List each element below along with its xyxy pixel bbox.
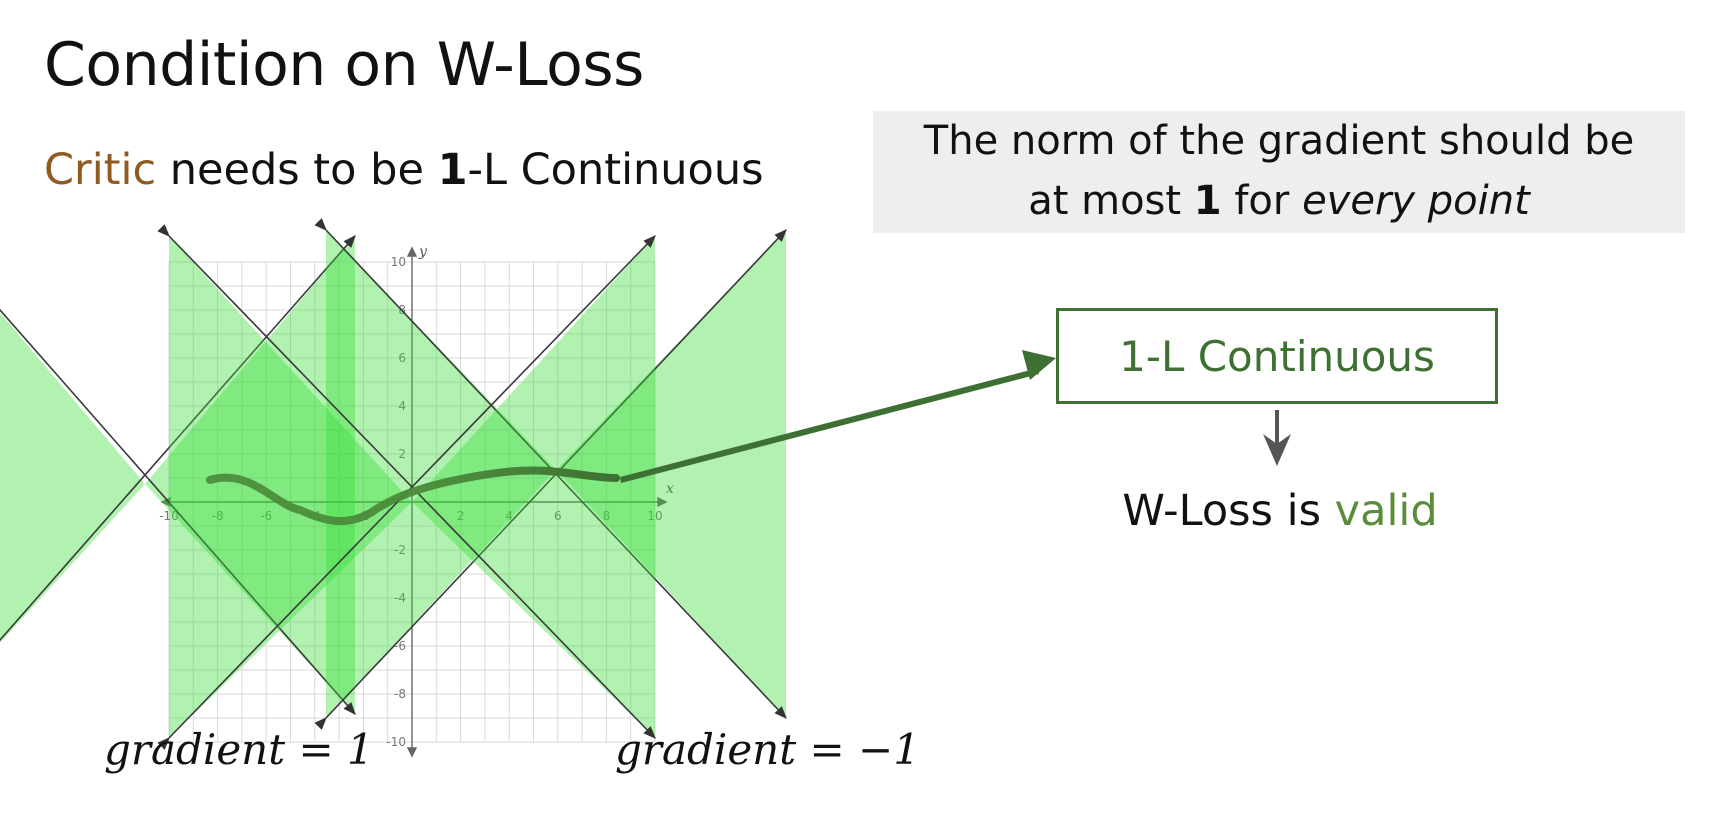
note-italic-every-point: every point (1302, 178, 1530, 224)
note-line-2: at most 1 for every point (873, 171, 1685, 231)
valid-pre: W-Loss is (1122, 486, 1335, 536)
gradient-one-label: gradient = 1 (104, 725, 374, 774)
subtitle-text-2: -L Continuous (467, 145, 764, 195)
lipschitz-cones (0, 218, 787, 750)
page-title: Condition on W-Loss (44, 30, 644, 100)
subtitle-bold-one: 1 (437, 145, 468, 195)
connector-arrowhead (1022, 350, 1056, 380)
note-line-1: The norm of the gradient should be (923, 118, 1635, 164)
connector-arrow (620, 368, 1039, 483)
note-line-2-pre: at most (1028, 178, 1194, 224)
w-loss-valid-statement: W-Loss is valid (1100, 486, 1460, 536)
subtitle-text-1: needs to be (156, 145, 438, 195)
cone-left-wedge (0, 312, 145, 643)
one-l-continuous-box: 1-L Continuous (1056, 308, 1498, 404)
gradient-norm-note: The norm of the gradient should be at mo… (873, 111, 1685, 233)
y-tick-label: -8 (394, 687, 406, 701)
y-axis-label: y (418, 244, 428, 260)
note-bold-one: 1 (1193, 178, 1222, 224)
critic-word: Critic (44, 145, 157, 195)
y-tick-label: 10 (391, 255, 406, 269)
down-arrow-head (1263, 434, 1291, 466)
gradient-minus-one-label: gradient = −1 (615, 725, 920, 774)
note-line-2-mid: for (1221, 178, 1303, 224)
valid-word: valid (1334, 486, 1438, 536)
subtitle: Critic needs to be 1-L Continuous (44, 145, 764, 195)
critic-curve (206, 466, 620, 526)
y-tick-label: -10 (386, 735, 406, 749)
cone-boundary-line (157, 235, 656, 750)
